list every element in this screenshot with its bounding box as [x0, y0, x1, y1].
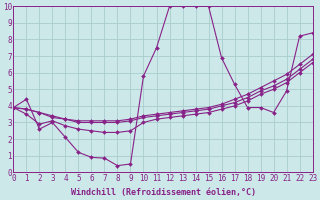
- X-axis label: Windchill (Refroidissement éolien,°C): Windchill (Refroidissement éolien,°C): [70, 188, 255, 197]
